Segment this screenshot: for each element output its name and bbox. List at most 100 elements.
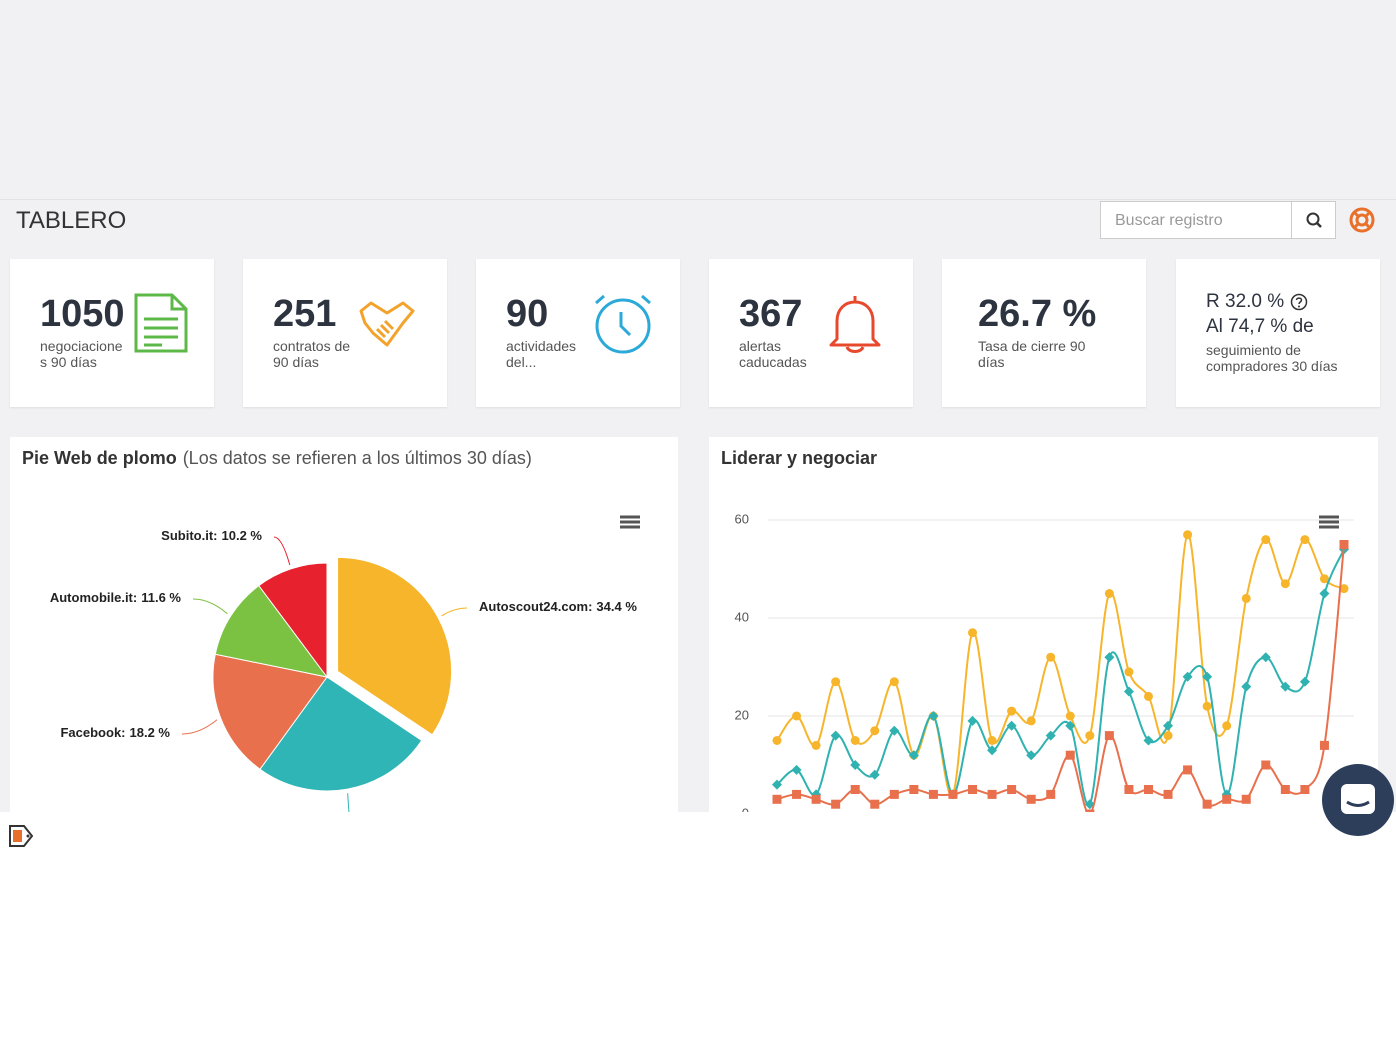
point <box>1182 671 1193 682</box>
point <box>792 789 802 799</box>
kpi-label: contratos de 90 días <box>273 338 351 370</box>
page-title: TABLERO <box>16 207 127 234</box>
kpi-card: 367 alertas caducadas <box>709 259 913 407</box>
point <box>1222 721 1232 731</box>
point <box>1260 652 1271 663</box>
chat-button[interactable] <box>1320 763 1396 839</box>
menu-icon[interactable] <box>1319 515 1339 529</box>
value-label: 10.2 % <box>222 528 263 543</box>
point <box>968 785 978 794</box>
point <box>772 794 782 804</box>
point <box>928 789 938 799</box>
point <box>1163 720 1174 731</box>
point <box>1319 740 1329 750</box>
point <box>1046 789 1056 799</box>
question-icon[interactable] <box>1290 293 1308 311</box>
point <box>1339 584 1349 594</box>
point <box>1143 691 1153 701</box>
help-icon[interactable] <box>1348 206 1376 234</box>
point <box>850 785 860 794</box>
y-tick-label: 0 <box>742 805 749 812</box>
point <box>1006 720 1017 731</box>
kpi-card: R 32.0 % Al 74,7 % de seguimiento de com… <box>1176 259 1380 407</box>
y-tick-label: 20 <box>735 707 749 722</box>
clock-icon <box>595 294 651 354</box>
point <box>1065 750 1075 760</box>
separator: : <box>133 590 137 605</box>
point <box>987 736 997 745</box>
data-label: Automobile.it: 11.6 % <box>50 590 182 605</box>
point <box>1280 579 1290 589</box>
point <box>870 799 880 809</box>
point <box>948 789 958 799</box>
kpi-label: seguimiento de compradores 30 días <box>1206 342 1338 374</box>
point <box>1104 731 1114 741</box>
point <box>987 789 997 799</box>
point <box>1300 535 1310 545</box>
point <box>811 789 822 800</box>
kpi-value-secondary: Al 74,7 % de <box>1206 316 1314 337</box>
point <box>1026 716 1036 726</box>
chart-subtitle: (Los datos se refieren a los últimos 30 … <box>182 448 532 468</box>
pie-slice <box>214 584 329 678</box>
point <box>1123 686 1134 697</box>
pie-slice <box>258 562 328 679</box>
point <box>908 750 919 761</box>
point <box>870 726 880 736</box>
y-tick-label: 40 <box>735 609 749 624</box>
label-connector <box>273 536 291 566</box>
label-connector <box>181 719 218 735</box>
kpi-card: 1050 negociaciones 90 días <box>10 259 214 407</box>
point <box>1299 676 1310 687</box>
point <box>1104 652 1115 663</box>
point <box>1222 794 1232 804</box>
point <box>889 677 899 687</box>
point <box>1084 799 1095 810</box>
label-connector <box>347 793 350 812</box>
data-label: Autoscout24.com: 34.4 % <box>479 599 637 614</box>
point <box>1183 530 1193 540</box>
point <box>791 764 802 775</box>
point <box>850 736 860 745</box>
point <box>1339 540 1349 549</box>
category-name: Autoscout24.com <box>479 599 588 614</box>
kpi-value: 367 <box>739 293 803 335</box>
category-name: Subito.it <box>161 528 214 543</box>
point <box>1104 589 1114 598</box>
kpi-label: negociaciones 90 días <box>40 338 123 370</box>
line-chart: 0 20 40 60 <box>735 511 1354 812</box>
search-button[interactable] <box>1291 202 1337 238</box>
series-line <box>776 548 1345 807</box>
search-icon <box>1306 212 1322 228</box>
point <box>1085 809 1095 812</box>
point <box>889 789 899 799</box>
point <box>772 779 782 790</box>
point <box>1163 731 1173 741</box>
chart-title: Liderar y negociar <box>721 448 878 468</box>
separator: : <box>213 528 217 543</box>
search-placeholder: Buscar registro <box>1115 212 1223 229</box>
point <box>1241 593 1251 603</box>
point <box>909 785 919 794</box>
point <box>928 711 939 721</box>
bell-icon <box>829 296 881 353</box>
kpi-value: 251 <box>273 293 337 335</box>
kpi-value: 90 <box>506 293 549 335</box>
line-panel: Liderar y negociar 0 20 40 60 <box>709 437 1378 812</box>
point <box>1085 731 1095 741</box>
pie-slice <box>212 653 328 770</box>
point <box>1026 794 1036 804</box>
series-line <box>776 533 1345 797</box>
search-box[interactable]: Buscar registro <box>1100 201 1336 239</box>
data-label: Subito.it: 10.2 % <box>161 528 262 543</box>
point <box>850 760 861 770</box>
point <box>1319 588 1330 599</box>
point <box>1280 785 1290 794</box>
point <box>889 725 900 736</box>
point <box>1300 785 1310 794</box>
menu-icon[interactable] <box>620 515 640 529</box>
point <box>831 799 841 809</box>
point <box>869 769 880 780</box>
panel-title: Pie Web de plomo (Los datos se refieren a… <box>22 448 532 469</box>
